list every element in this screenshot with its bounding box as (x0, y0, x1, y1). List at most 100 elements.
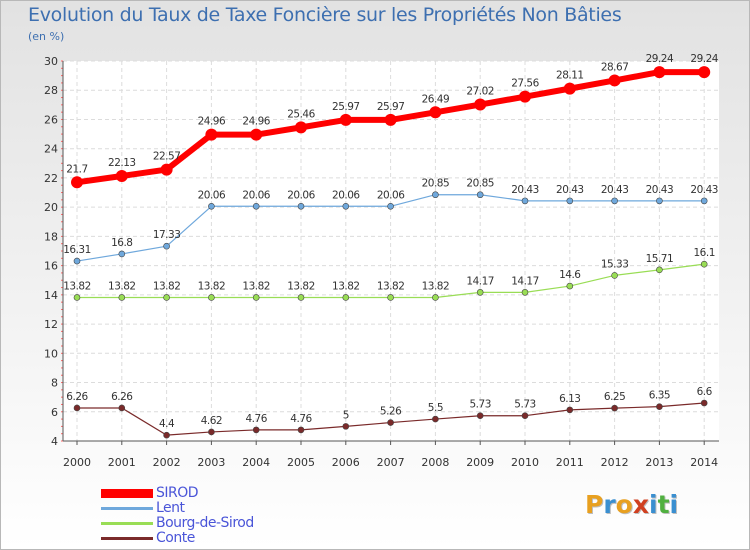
x-tick-label: 2011 (556, 456, 584, 469)
data-point-lent (656, 197, 663, 205)
data-label-conte: 5 (343, 409, 349, 421)
y-tick-label: 10 (44, 347, 58, 360)
data-label-bourg-de-sirod: 13.82 (422, 280, 450, 292)
data-label-sirod: 29.24 (690, 53, 718, 65)
data-label-lent: 20.06 (198, 189, 226, 201)
data-point-lent (566, 197, 574, 205)
logo-letter: i (649, 490, 658, 519)
data-label-sirod: 25.97 (332, 101, 360, 113)
data-point-bourg-de-sirod (521, 289, 529, 296)
data-point-conte (521, 412, 529, 420)
logo-letter: i (669, 490, 679, 519)
data-point-lent (476, 191, 484, 199)
x-tick-label: 2003 (197, 456, 225, 469)
data-point-conte (656, 403, 663, 410)
data-point-conte (208, 428, 215, 436)
data-label-conte: 6.26 (111, 391, 133, 403)
data-point-sirod (205, 128, 218, 141)
data-point-lent (118, 250, 126, 258)
legend-label-lent: Lent (156, 500, 185, 516)
data-point-bourg-de-sirod (297, 294, 305, 301)
logo-letter: P (585, 490, 604, 519)
legend-item-conte: Conte (101, 530, 341, 546)
data-label-lent: 20.06 (287, 189, 315, 201)
y-tick-label: 26 (44, 113, 58, 126)
legend-swatch-lent (101, 507, 153, 510)
data-point-lent (700, 197, 708, 205)
data-point-sirod (250, 128, 263, 141)
x-tick-label: 2009 (466, 456, 494, 469)
data-label-bourg-de-sirod: 13.82 (242, 280, 270, 292)
y-tick-label: 4 (51, 435, 58, 448)
legend-swatch-bourg-de-sirod (101, 522, 153, 525)
data-point-conte (700, 399, 708, 407)
data-point-conte (163, 431, 170, 439)
legend-swatch-conte (101, 537, 153, 540)
data-point-conte (342, 423, 350, 430)
data-label-conte: 4.76 (246, 413, 268, 425)
data-point-conte (611, 404, 618, 412)
data-label-sirod: 22.13 (108, 157, 136, 169)
data-point-sirod (339, 113, 352, 126)
data-label-lent: 20.06 (242, 189, 270, 201)
data-label-sirod: 24.96 (198, 116, 226, 128)
data-point-lent (297, 202, 305, 210)
data-label-sirod: 28.67 (601, 61, 629, 73)
data-label-bourg-de-sirod: 13.82 (63, 280, 91, 292)
data-point-sirod (429, 106, 442, 119)
data-label-lent: 16.8 (111, 237, 132, 249)
data-point-lent (73, 257, 81, 265)
data-point-lent (521, 197, 529, 205)
data-label-sirod: 25.46 (287, 108, 315, 120)
data-point-sirod (384, 113, 397, 126)
data-point-sirod (160, 163, 173, 176)
data-label-sirod: 29.24 (646, 53, 674, 65)
data-label-conte: 6.26 (66, 391, 88, 403)
logo-letter: r (603, 490, 616, 519)
data-point-lent (387, 202, 394, 210)
y-axis-unit-label: (en %) (28, 30, 65, 43)
legend-item-sirod: SIROD (101, 485, 341, 501)
data-label-bourg-de-sirod: 14.17 (466, 275, 494, 287)
data-point-sirod (608, 74, 621, 87)
data-point-lent (208, 202, 215, 210)
x-tick-label: 2004 (242, 456, 270, 469)
data-label-sirod: 28.11 (556, 70, 584, 82)
data-label-lent: 20.06 (377, 189, 405, 201)
data-label-bourg-de-sirod: 13.82 (332, 280, 360, 292)
legend-item-bourg-de-sirod: Bourg-de-Sirod (101, 515, 341, 531)
data-label-bourg-de-sirod: 15.71 (646, 253, 674, 265)
data-label-sirod: 26.49 (422, 93, 450, 105)
data-label-lent: 20.43 (646, 184, 674, 196)
data-point-conte (252, 426, 260, 434)
data-point-sirod (563, 82, 576, 95)
x-tick-label: 2014 (690, 456, 718, 469)
data-point-bourg-de-sirod (342, 294, 350, 301)
y-tick-label: 22 (44, 172, 58, 185)
data-point-bourg-de-sirod (163, 294, 170, 301)
legend-label-bourg-de-sirod: Bourg-de-Sirod (156, 515, 254, 531)
data-label-bourg-de-sirod: 13.82 (153, 280, 181, 292)
data-label-bourg-de-sirod: 13.82 (198, 280, 226, 292)
data-label-bourg-de-sirod: 14.6 (559, 269, 581, 281)
x-tick-label: 2006 (332, 456, 360, 469)
data-point-lent (611, 197, 618, 205)
x-tick-label: 2001 (108, 456, 136, 469)
data-point-sirod (519, 90, 531, 103)
data-label-conte: 4.4 (159, 418, 175, 430)
x-tick-label: 2010 (511, 456, 539, 469)
logo-letter: o (615, 490, 633, 519)
data-point-sirod (295, 121, 307, 134)
data-point-conte (432, 415, 439, 423)
data-label-conte: 4.76 (290, 413, 312, 425)
y-tick-label: 14 (44, 289, 58, 302)
data-label-sirod: 25.97 (377, 101, 405, 113)
data-point-sirod (71, 176, 83, 189)
x-tick-label: 2008 (421, 456, 449, 469)
y-tick-label: 30 (44, 55, 58, 68)
data-label-conte: 6.25 (604, 391, 625, 403)
legend-label-conte: Conte (156, 530, 195, 546)
data-label-lent: 16.31 (63, 244, 91, 256)
